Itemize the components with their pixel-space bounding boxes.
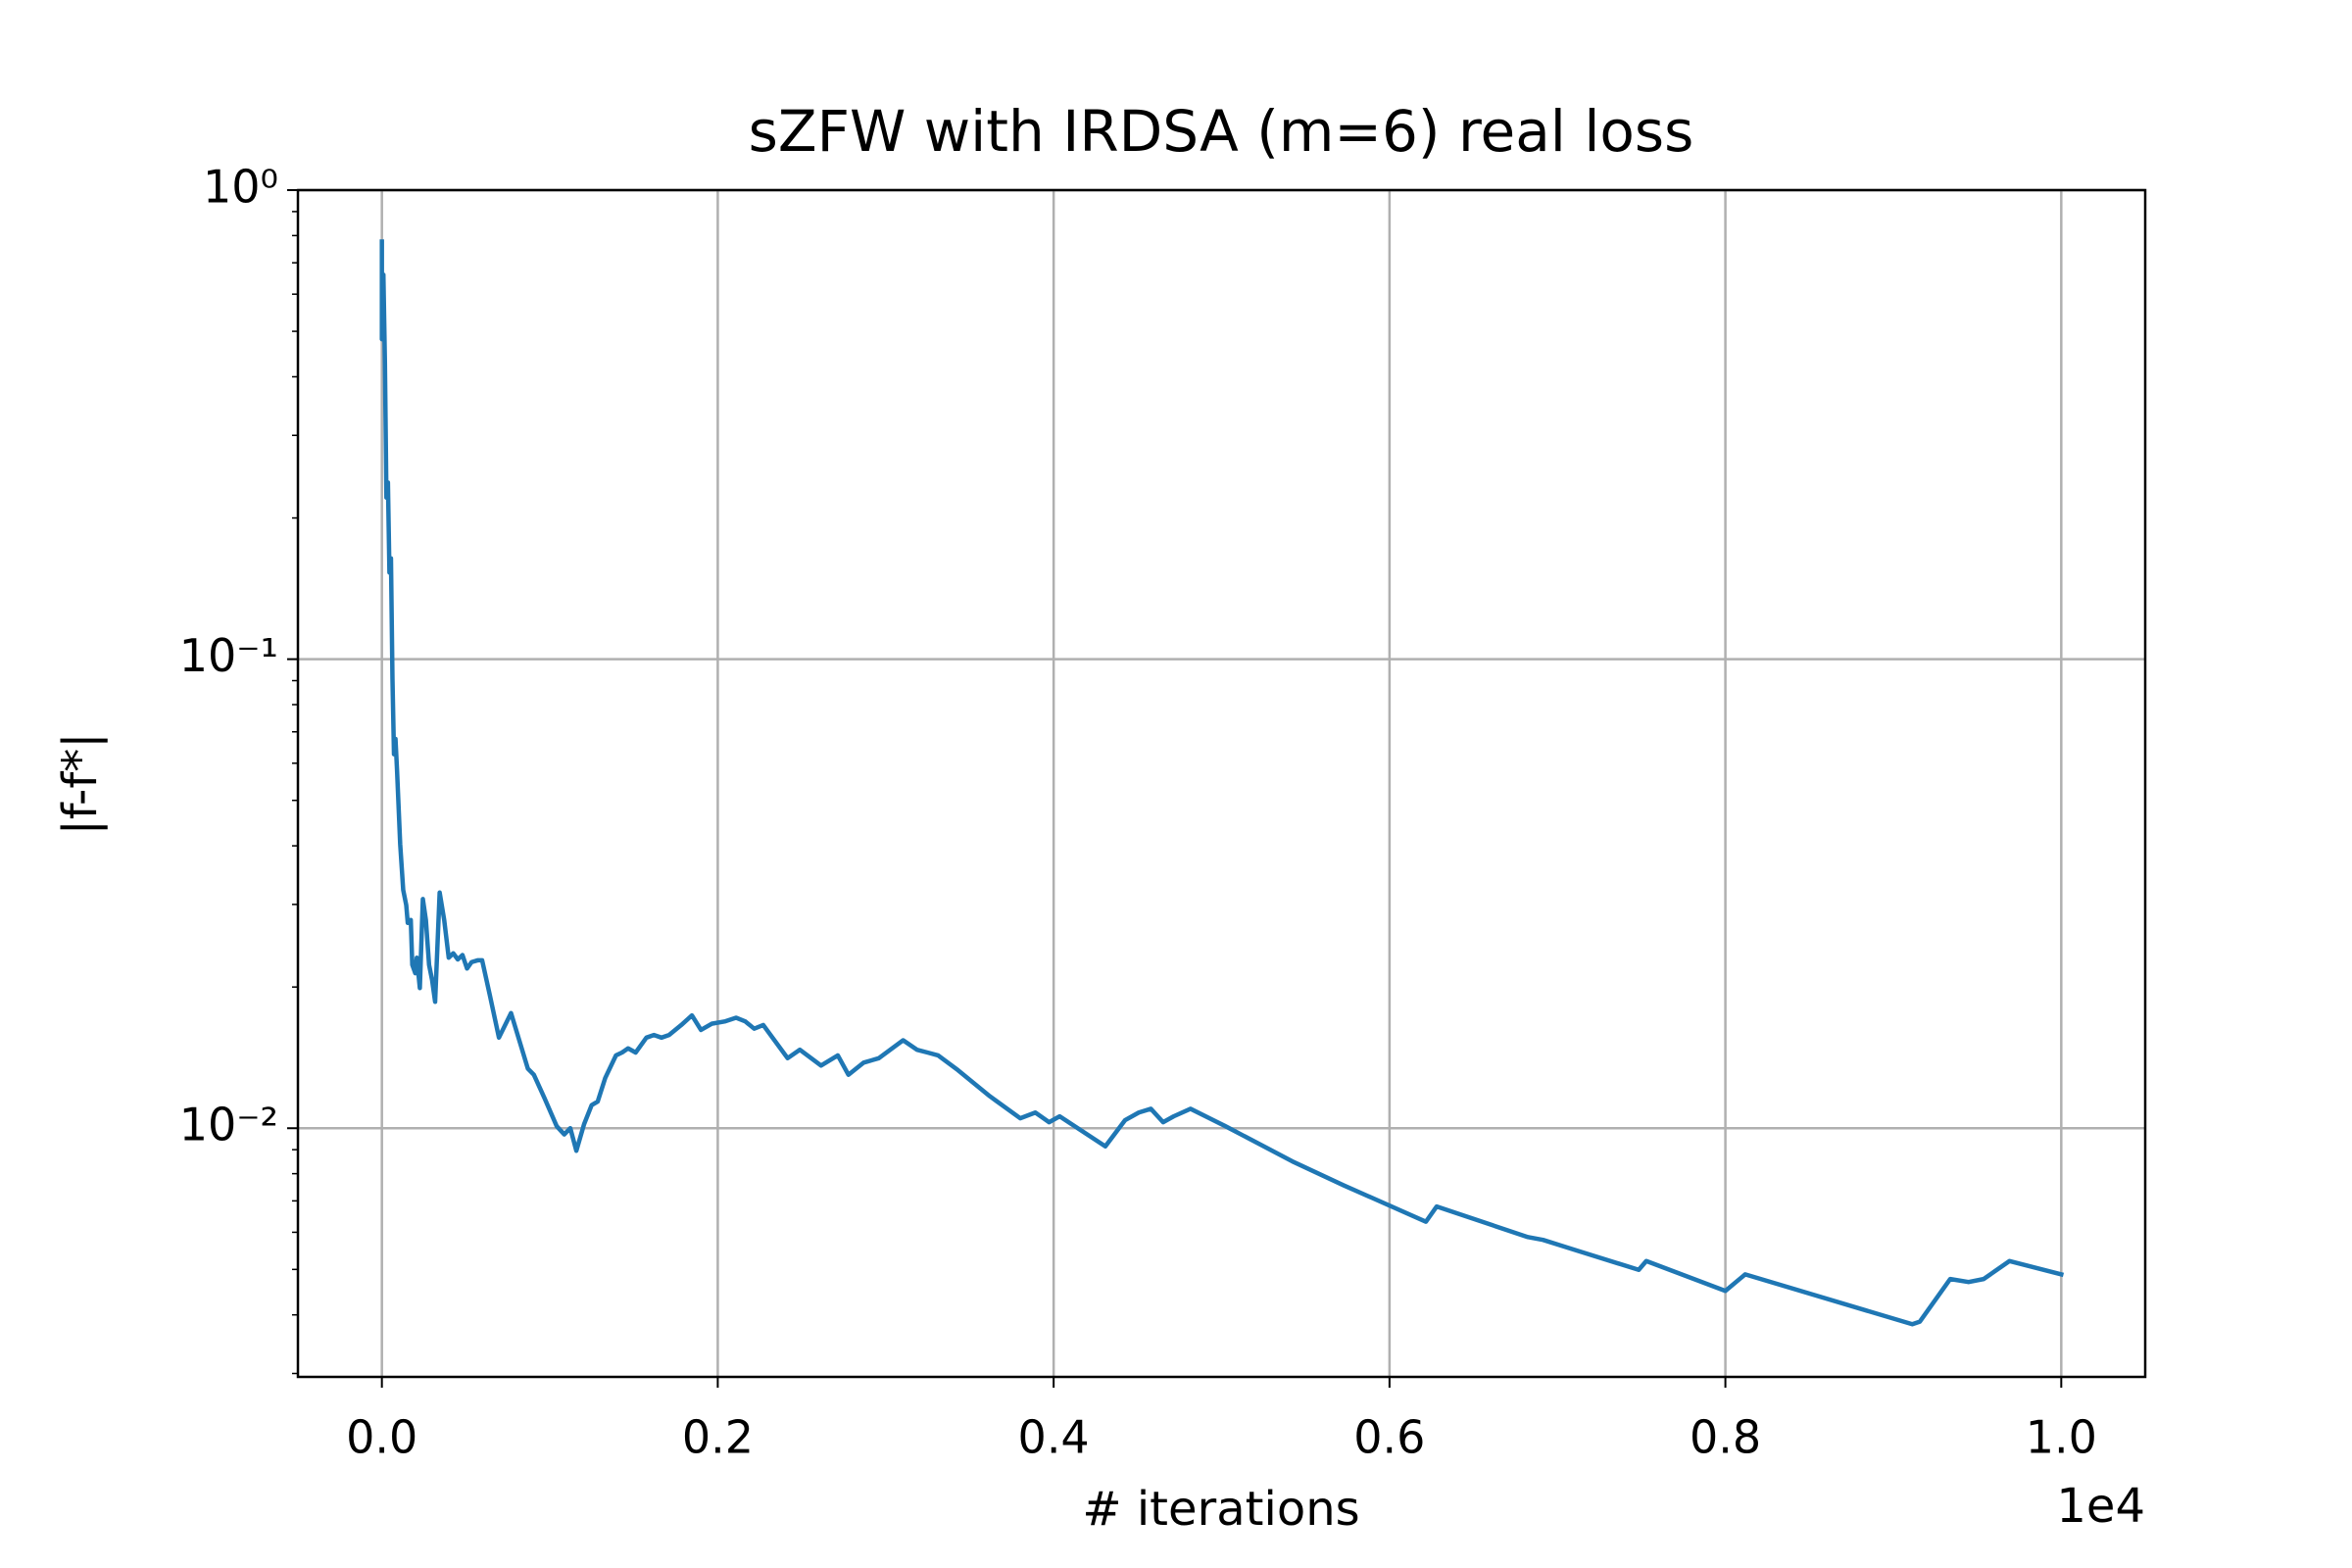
data-line [379, 239, 2065, 1327]
x-tick-label: 0.4 [1018, 1411, 1090, 1464]
y-tick-label: 10⁻² [179, 1099, 278, 1152]
plot-frame [296, 188, 2147, 1379]
x-offset-label: 1e4 [2056, 1479, 2145, 1534]
x-tick-label: 1.0 [2026, 1411, 2097, 1464]
x-axis-label: # iterations [1082, 1482, 1359, 1537]
y-axis-label: |f-f*| [53, 733, 108, 836]
x-tick-label: 0.2 [682, 1411, 754, 1464]
x-tick-label: 0.0 [346, 1411, 417, 1464]
x-tick-label: 0.8 [1690, 1411, 1761, 1464]
x-tick-label: 0.6 [1353, 1411, 1425, 1464]
y-tick-label: 10⁻¹ [179, 629, 278, 682]
y-tick-label: 10⁰ [203, 161, 278, 214]
chart-title: sZFW with IRDSA (m=6) real loss [749, 98, 1694, 165]
